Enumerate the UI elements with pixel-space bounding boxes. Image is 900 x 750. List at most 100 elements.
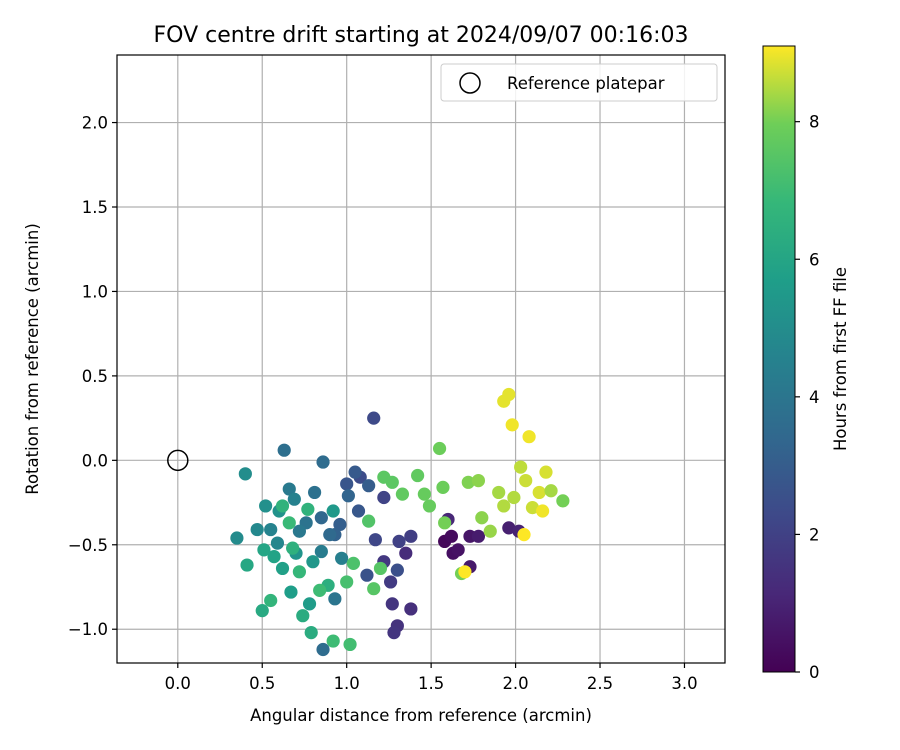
scatter-point — [411, 468, 425, 483]
y-tick-label: 0.0 — [82, 451, 108, 470]
scatter-point — [346, 556, 361, 570]
scatter-point — [367, 411, 381, 425]
x-tick-label: 2.0 — [502, 674, 528, 693]
scatter-point — [475, 511, 489, 525]
scatter-point — [343, 637, 357, 652]
y-tick-label: 2.0 — [82, 114, 108, 133]
scatter-point — [275, 499, 290, 513]
scatter-point — [316, 455, 330, 469]
y-tick-label: 0.5 — [82, 367, 108, 386]
scatter-point — [392, 534, 406, 549]
scatter-point — [536, 504, 550, 518]
colorbar-ticks: 0 2 4 6 8 — [795, 113, 820, 682]
scatter-point — [257, 543, 271, 557]
scatter-point — [333, 517, 347, 532]
legend-box — [440, 63, 718, 102]
scatter-point — [351, 504, 366, 518]
chart-title: FOV centre drift starting at 2024/09/07 … — [154, 23, 689, 48]
scatter-point — [250, 522, 264, 537]
scatter-point — [525, 501, 540, 515]
x-tick-label: 3.0 — [671, 674, 697, 693]
scatter-point — [277, 443, 291, 457]
y-tick-label: 1.5 — [82, 198, 108, 217]
x-axis-label: Angular distance from reference (arcmin) — [250, 706, 592, 725]
y-axis-ticks: −1.0 −0.5 0.0 0.5 1.0 1.5 2.0 — [68, 114, 117, 639]
scatter-point — [517, 528, 531, 542]
plot-area — [116, 54, 726, 664]
scatter-point — [539, 465, 553, 479]
scatter-point — [502, 521, 516, 535]
scatter-point — [367, 582, 381, 596]
scatter-point — [471, 529, 486, 543]
colorbar-tick-label: 6 — [809, 250, 820, 269]
scatter-point — [270, 536, 285, 550]
x-tick-label: 0.0 — [165, 674, 191, 693]
scatter-point — [444, 529, 458, 543]
colorbar-label: Hours from first FF file — [831, 267, 850, 451]
scatter-point — [399, 546, 413, 560]
legend-label: Reference platepar — [507, 74, 665, 93]
x-tick-label: 0.5 — [249, 674, 275, 693]
scatter-point — [385, 597, 399, 611]
x-tick-label: 2.5 — [587, 674, 613, 693]
grid-lines — [117, 55, 725, 663]
scatter-point — [301, 502, 315, 516]
scatter-point — [483, 524, 497, 538]
x-axis-ticks: 0.0 0.5 1.0 1.5 2.0 2.5 3.0 — [165, 663, 698, 693]
scatter-point — [514, 460, 528, 474]
scatter-point — [497, 499, 511, 513]
legend: Reference platepar — [440, 63, 718, 102]
x-tick-label: 1.0 — [334, 674, 360, 693]
scatter-point — [287, 492, 301, 506]
scatter-point — [326, 634, 340, 648]
scatter-point — [422, 499, 437, 513]
scatter-point — [316, 642, 330, 657]
scatter-point — [296, 609, 310, 623]
scatter-point — [240, 558, 254, 572]
colorbar-tick-label: 8 — [809, 113, 820, 132]
scatter-point — [348, 465, 362, 479]
y-tick-label: −1.0 — [68, 620, 108, 639]
scatter-point — [255, 604, 269, 618]
scatter-point — [368, 533, 382, 547]
scatter-point — [259, 499, 273, 513]
scatter-point — [362, 514, 376, 528]
scatter-point — [384, 575, 398, 589]
legend-reference-marker — [459, 72, 481, 94]
scatter-point — [362, 479, 376, 493]
scatter-point — [340, 575, 354, 589]
scatter-point — [328, 592, 342, 606]
colorbar-tick-label: 4 — [809, 388, 820, 407]
scatter-point — [471, 474, 486, 488]
scatter-point — [502, 387, 516, 402]
scatter-point — [230, 531, 244, 545]
scatter-point — [492, 485, 506, 500]
scatter-point — [385, 475, 399, 489]
scatter-point — [432, 441, 447, 456]
scatter-point — [282, 482, 296, 496]
scatter-point — [404, 602, 418, 616]
scatter-point — [286, 541, 300, 555]
scatter-point — [264, 593, 278, 608]
colorbar-tick-label: 2 — [809, 525, 820, 544]
scatter-point — [522, 430, 536, 444]
scatter-point — [264, 522, 278, 537]
scatter-point — [404, 529, 418, 543]
scatter-point — [238, 467, 252, 481]
scatter-point — [341, 489, 355, 503]
scatter-point — [306, 555, 320, 569]
colorbar-gradient — [762, 45, 796, 673]
scatter-point — [335, 551, 349, 565]
y-axis-label: Rotation from reference (arcmin) — [23, 223, 42, 495]
scatter-point — [436, 480, 450, 494]
scatter-point — [458, 565, 472, 579]
scatter-point — [519, 474, 533, 488]
y-tick-label: 1.0 — [82, 282, 108, 301]
scatter-point — [284, 585, 298, 599]
colorbar-tick-label: 0 — [809, 663, 820, 682]
scatter-point — [302, 597, 317, 611]
scatter-point — [556, 494, 570, 508]
scatter-point — [377, 490, 391, 505]
scatter-point — [314, 544, 328, 559]
